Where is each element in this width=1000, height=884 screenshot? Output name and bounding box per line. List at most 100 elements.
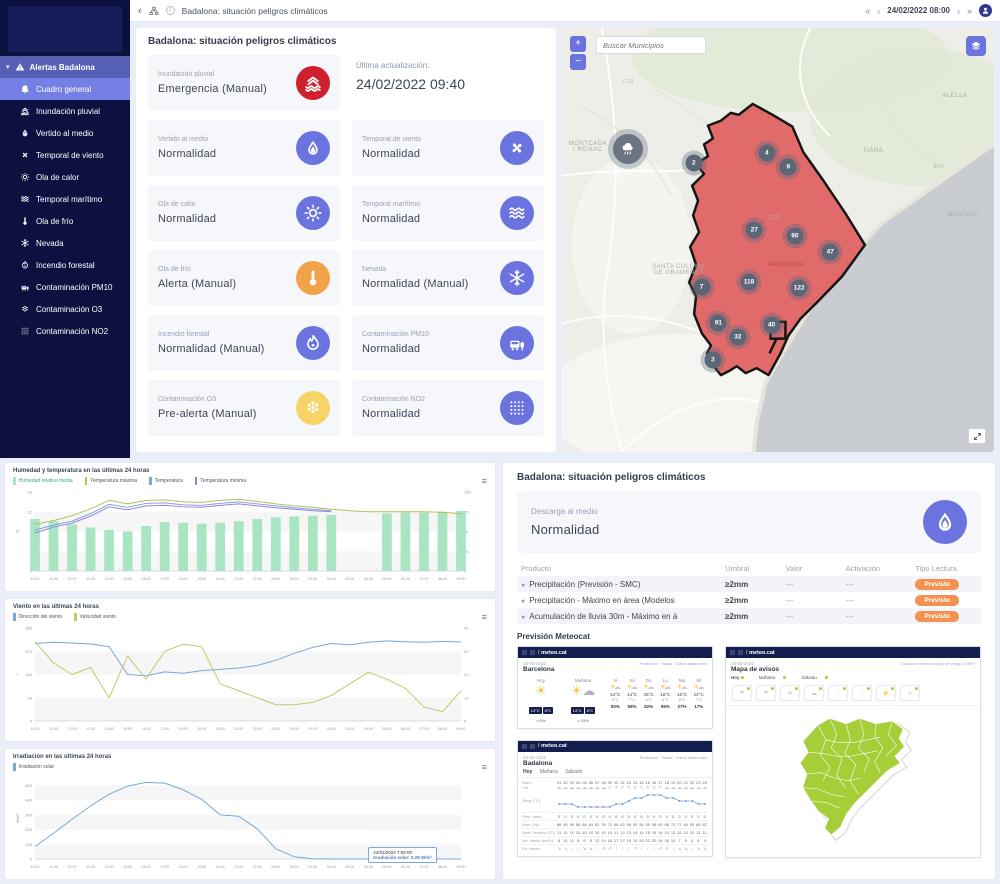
- legend-item[interactable]: Temperatura máxima: [84, 477, 137, 485]
- map-marker[interactable]: 122: [790, 279, 808, 297]
- chart-legend[interactable]: Humedad relativa media Temperatura máxima…: [13, 477, 487, 485]
- map-marker[interactable]: 47: [821, 243, 839, 261]
- layers-button[interactable]: [966, 36, 986, 56]
- status-card-ola-de-calor[interactable]: Ola de calor Normalidad: [148, 185, 340, 241]
- status-card-temporal-de-viento[interactable]: Temporal de viento Normalidad: [352, 120, 544, 176]
- datetime-display[interactable]: 24/02/2022 08:00: [887, 6, 950, 15]
- legend-item[interactable]: Humedad relativa media: [13, 477, 73, 485]
- sidebar-item-ola-de-calor[interactable]: Ola de calor: [0, 166, 130, 188]
- map-marker[interactable]: 9: [779, 158, 797, 176]
- status-card-ola-de-frio[interactable]: Ola de frío Alerta (Manual): [148, 250, 340, 306]
- map-panel[interactable]: + − 2 49 27 90 47 7 118 122 91 40 32 3 ALELLA TIANA MO…: [562, 28, 994, 452]
- fullscreen-button[interactable]: [968, 428, 986, 444]
- chart-legend[interactable]: Irradiación solar: [13, 763, 487, 771]
- user-avatar[interactable]: [979, 4, 992, 17]
- meteocat-hourly-widget[interactable]: / meteo.cat 24-02-2022 Badalona Predicci…: [517, 739, 713, 857]
- map-cluster-marker[interactable]: [612, 134, 643, 165]
- sidebar-item-temporal-maritimo[interactable]: Temporal marítimo: [0, 188, 130, 210]
- sidebar-item-inundacion-pluvial[interactable]: Inundación pluvial: [0, 100, 130, 122]
- map-marker[interactable]: 90: [786, 227, 804, 245]
- meteocat-warnings-widget[interactable]: / meteo.cat 24-02-2022 Situación meteoro…: [725, 646, 981, 858]
- map-marker[interactable]: 118: [740, 273, 758, 291]
- sidebar-root-alertas-badalona[interactable]: ▾ Alertas Badalona: [0, 56, 130, 78]
- legend-item[interactable]: Temperatura mínima: [194, 477, 246, 485]
- column-header[interactable]: Valor: [785, 564, 803, 573]
- nav-last-button[interactable]: »: [966, 5, 972, 16]
- warning-type-icon[interactable]: ☂: [756, 685, 776, 701]
- column-header[interactable]: Umbral: [725, 564, 750, 573]
- map-zoom-out-button[interactable]: −: [570, 54, 586, 70]
- table-row[interactable]: ● Precipitación (Previsión - SMC) ≥2mm --…: [517, 576, 981, 592]
- widget-tabs[interactable]: Hoy Mañana Sábado: [518, 768, 712, 778]
- warning-type-icon[interactable]: ≋: [900, 685, 920, 701]
- warning-type-icon[interactable]: ↑: [828, 685, 848, 701]
- sidebar-item-incendio-forestal[interactable]: Incendio forestal: [0, 254, 130, 276]
- person-icon: [981, 6, 990, 15]
- sidebar-item-cuadro-general[interactable]: Cuadro general: [0, 78, 130, 100]
- chart-legend[interactable]: Dirección del viento Velocidad viento: [13, 613, 487, 621]
- status-card-nevada[interactable]: Nevada Normalidad (Manual): [352, 250, 544, 306]
- map-marker[interactable]: 91: [709, 314, 727, 332]
- sidebar-item-contaminacion-pm10[interactable]: Contaminación PM10: [0, 276, 130, 298]
- map-marker[interactable]: 32: [729, 328, 747, 346]
- chart-menu-icon[interactable]: ≡: [481, 612, 487, 622]
- info-icon[interactable]: i: [165, 6, 175, 15]
- sun-icon: [296, 196, 330, 230]
- forecast-day-column: Do ☀☁ 15°C 8°C 52%: [640, 678, 657, 723]
- status-card-contaminacion-o3[interactable]: Contaminación O3 Pre-alerta (Manual): [148, 380, 340, 436]
- forecast-day-column: Ma ☀☁ 15°C 8°C 27%: [674, 678, 691, 723]
- meteocat-daily-widget[interactable]: / meteo.cat 24-02-2022 Barcelona Predicc…: [517, 646, 713, 729]
- status-card-descarga-al-medio[interactable]: Descarga al medio Normalidad: [517, 491, 981, 553]
- sidebar-item-temporal-de-viento[interactable]: Temporal de viento: [0, 144, 130, 166]
- back-button[interactable]: ‹: [138, 4, 142, 17]
- nav-first-button[interactable]: «: [865, 5, 871, 16]
- sidebar-item-nevada[interactable]: Nevada: [0, 232, 130, 254]
- widget-nav[interactable]: Predicción · Radar · Datos estaciones: [639, 754, 707, 760]
- nav-next-button[interactable]: ›: [956, 5, 960, 16]
- card-label: Incendio forestal: [158, 331, 210, 338]
- map-marker[interactable]: 27: [745, 221, 763, 239]
- sidebar-item-vertido-al-medio[interactable]: Vertido al medio: [0, 122, 130, 144]
- search-input[interactable]: [596, 36, 706, 54]
- legend-item[interactable]: Irradiación solar: [13, 763, 54, 771]
- column-header[interactable]: Activación: [845, 564, 880, 573]
- map-zoom-in-button[interactable]: +: [570, 36, 586, 52]
- nav-prev-button[interactable]: ‹: [877, 5, 881, 16]
- widget-city: Badalona: [523, 759, 553, 767]
- status-card-inundacion-pluvial[interactable]: Inundación pluvial Emergencia (Manual): [148, 55, 340, 111]
- chart-menu-icon[interactable]: ≡: [481, 762, 487, 772]
- sidebar-item-contaminacion-o3[interactable]: Contaminación O3: [0, 298, 130, 320]
- status-card-temporal-maritimo[interactable]: Temporal marítimo Normalidad: [352, 185, 544, 241]
- table-row[interactable]: ● Precipitación - Máximo en área (Modelos…: [517, 592, 981, 608]
- sidebar-item-ola-de-frio[interactable]: Ola de frío: [0, 210, 130, 232]
- status-card-incendio-forestal[interactable]: Incendio forestal Normalidad (Manual): [148, 315, 340, 371]
- warning-type-icon[interactable]: ❄: [780, 685, 800, 701]
- sidebar-item-contaminacion-no2[interactable]: Contaminación NO2: [0, 320, 130, 342]
- widget-nav[interactable]: Predicción · Radar · Datos estaciones: [639, 661, 707, 666]
- chart-menu-icon[interactable]: ≡: [481, 476, 487, 486]
- table-row[interactable]: ● Acumulación de lluvia 30m - Máximo en á…: [517, 608, 981, 624]
- map-marker[interactable]: 7: [693, 278, 711, 296]
- warning-type-icon[interactable]: ☁: [804, 685, 824, 701]
- map-marker[interactable]: 2: [685, 154, 703, 172]
- column-header[interactable]: Producto: [521, 564, 552, 573]
- legend-item[interactable]: Velocidad viento: [74, 613, 116, 621]
- map-marker[interactable]: 40: [763, 316, 781, 334]
- status-card-vertido-al-medio[interactable]: Vertido al medio Normalidad: [148, 120, 340, 176]
- warning-type-icon[interactable]: ⚡: [876, 685, 896, 701]
- map-marker[interactable]: 3: [704, 351, 722, 369]
- column-header[interactable]: Tipo Lectura: [915, 564, 957, 573]
- widget-title: Mapa de avisos: [731, 666, 780, 673]
- map-marker[interactable]: 4: [758, 144, 776, 162]
- legend-item[interactable]: Dirección del viento: [13, 613, 62, 621]
- status-card-contaminacion-no2[interactable]: Contaminación NO2 Normalidad: [352, 380, 544, 436]
- warning-type-icon[interactable]: ↓: [852, 685, 872, 701]
- status-card-contaminacion-pm10[interactable]: Contaminación PM10 Normalidad: [352, 315, 544, 371]
- sun-cloud-icon: ☀☁: [643, 684, 655, 691]
- warning-type-icon[interactable]: ☂: [732, 685, 752, 701]
- dots-icon: [296, 391, 330, 425]
- widget-tabs[interactable]: Hoy Mañana Sábado: [726, 673, 980, 683]
- legend-item[interactable]: Temperatura: [149, 477, 183, 485]
- sitemap-icon[interactable]: [149, 6, 159, 16]
- svg-text:15:00: 15:00: [123, 865, 132, 869]
